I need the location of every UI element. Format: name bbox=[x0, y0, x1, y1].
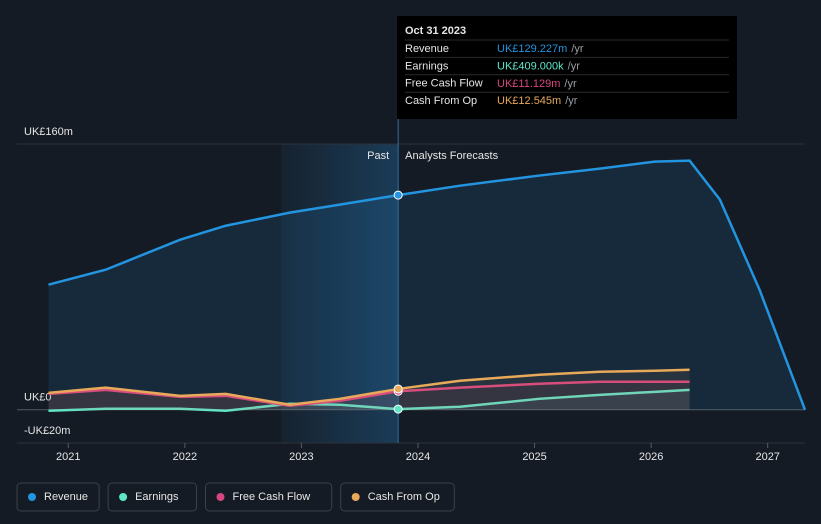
legend-label: Cash From Op bbox=[368, 491, 440, 503]
series-line bbox=[48, 388, 690, 413]
legend-item[interactable]: Free Cash Flow bbox=[205, 482, 333, 512]
legend-button[interactable] bbox=[16, 482, 100, 512]
series-area bbox=[48, 389, 690, 411]
legend-swatch bbox=[216, 493, 225, 501]
legend-item[interactable]: Cash From Op bbox=[340, 482, 455, 512]
x-tick-label: 2027 bbox=[755, 451, 779, 463]
tooltip-value: UK£409.000k/yr bbox=[497, 60, 580, 72]
legend-button[interactable] bbox=[340, 482, 455, 512]
legend-label: Revenue bbox=[44, 491, 88, 503]
legend-swatch bbox=[28, 493, 36, 501]
legend-swatch bbox=[351, 493, 360, 501]
tooltip-unit: /yr bbox=[564, 78, 577, 90]
highlight-point bbox=[393, 384, 403, 394]
tooltip: Oct 31 2023 Revenue UK£129.227m/yr Earnings… bbox=[397, 16, 737, 119]
tooltip-number: UK£11.129m bbox=[497, 78, 560, 90]
tooltip-value: UK£12.545m/yr bbox=[497, 95, 578, 107]
tooltip-unit: /yr bbox=[565, 95, 578, 107]
highlight-point bbox=[393, 404, 403, 414]
legend-button[interactable] bbox=[205, 482, 333, 512]
highlight-point bbox=[393, 190, 403, 200]
x-tick-label: 2025 bbox=[522, 451, 546, 463]
y-tick-label: UK£0 bbox=[24, 392, 52, 404]
x-tick-label: 2021 bbox=[56, 451, 80, 463]
tooltip-number: UK£12.545m bbox=[497, 95, 561, 107]
x-tick-label: 2024 bbox=[406, 451, 430, 463]
series-line bbox=[48, 159, 807, 411]
y-tick-label: UK£160m bbox=[24, 126, 73, 138]
forecast-label: Analysts Forecasts bbox=[405, 150, 498, 162]
x-tick-label: 2023 bbox=[289, 451, 313, 463]
series-area bbox=[48, 160, 805, 410]
series-area bbox=[48, 369, 690, 410]
legend-button[interactable] bbox=[107, 482, 197, 512]
tooltip-value: UK£129.227m/yr bbox=[497, 43, 584, 55]
tooltip-label: Cash From Op bbox=[405, 95, 477, 107]
tooltip-label: Earnings bbox=[405, 60, 449, 72]
legend-item[interactable]: Earnings bbox=[107, 482, 197, 512]
series-area bbox=[48, 381, 690, 410]
legend-label: Free Cash Flow bbox=[233, 491, 311, 503]
legend-item[interactable]: Revenue bbox=[16, 482, 100, 512]
tooltip-label: Free Cash Flow bbox=[405, 78, 483, 90]
tooltip-date: Oct 31 2023 bbox=[405, 25, 466, 37]
past-label: Past bbox=[367, 150, 389, 162]
series-line bbox=[48, 368, 690, 407]
tooltip-unit: /yr bbox=[571, 43, 584, 55]
y-tick-label: -UK£20m bbox=[24, 425, 70, 437]
legend-label: Earnings bbox=[135, 491, 179, 503]
tooltip-value: UK£11.129m/yr bbox=[497, 78, 577, 90]
x-tick-label: 2026 bbox=[639, 451, 663, 463]
tooltip-number: UK£409.000k bbox=[497, 60, 564, 72]
tooltip-unit: /yr bbox=[568, 60, 581, 72]
x-tick-label: 2022 bbox=[173, 451, 197, 463]
tooltip-box bbox=[397, 16, 737, 119]
tooltip-number: UK£129.227m bbox=[497, 43, 567, 55]
legend-swatch bbox=[119, 493, 128, 501]
tooltip-label: Revenue bbox=[405, 43, 449, 55]
